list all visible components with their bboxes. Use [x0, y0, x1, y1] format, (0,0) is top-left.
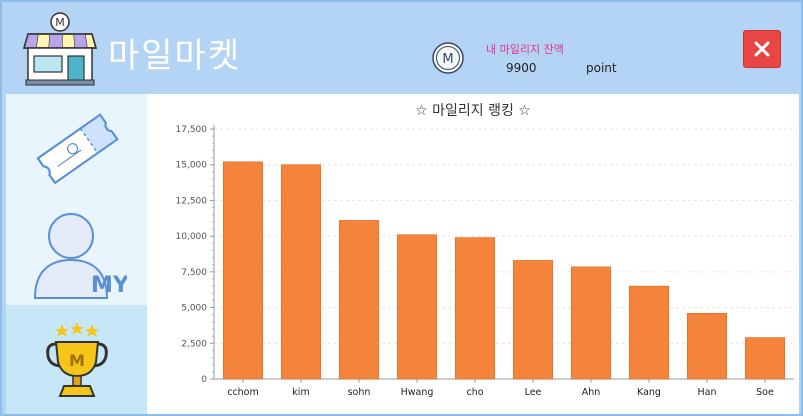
- x-tick-label: sohn: [348, 387, 371, 398]
- ranking-chart-panel: ☆ 마일리지 랭킹 ☆ 0 2,500 5,000 7,500 10,000 12,500…: [147, 94, 799, 414]
- x-tick-label: kim: [292, 387, 309, 398]
- x-tick-label: Ahn: [582, 387, 601, 398]
- x-tick-label: Soe: [756, 387, 774, 398]
- bar-Soe: [744, 337, 786, 380]
- mileage-coin-icon: M: [432, 42, 464, 74]
- ranking-bar-chart: 0 2,500 5,000 7,500 10,000 12,500 15,000 17,500…: [176, 125, 794, 398]
- y-tick-label: 12,500: [176, 196, 208, 206]
- y-tick-label: 15,000: [176, 161, 208, 171]
- ticket-icon: [35, 113, 119, 185]
- x-tick-label: Kang: [637, 387, 661, 398]
- y-tick-label: 7,500: [181, 268, 207, 278]
- svg-text:M: M: [55, 16, 65, 29]
- bar-Ahn: [570, 266, 612, 380]
- balance-label: 내 마일리지 잔액: [486, 43, 564, 56]
- my-user-icon: MY: [33, 212, 127, 299]
- sidebar-item-coupon[interactable]: [6, 94, 147, 202]
- x-tick-label: Hwang: [401, 387, 434, 398]
- bar-Hwang: [396, 234, 438, 380]
- balance-unit: point: [586, 61, 617, 75]
- close-button[interactable]: [743, 30, 781, 68]
- sidebar-item-ranking[interactable]: M: [6, 305, 147, 414]
- trophy-icon: M: [45, 321, 108, 397]
- bar-cho: [454, 237, 496, 380]
- store-logo-icon: M: [23, 12, 97, 86]
- close-icon: [754, 41, 770, 57]
- y-tick-label: 0: [201, 375, 207, 385]
- header: M 마일마켓 M 내 마일리지 잔액 9900 point: [2, 2, 801, 94]
- bar-Kang: [628, 285, 670, 380]
- app-title: 마일마켓: [108, 36, 242, 76]
- bar-Lee: [512, 260, 554, 380]
- sidebar-item-my[interactable]: MY: [6, 202, 147, 305]
- bar-Han: [686, 312, 728, 380]
- y-tick-label: 2,500: [181, 339, 207, 349]
- svg-text:M: M: [69, 351, 85, 370]
- y-tick-label: 5,000: [181, 304, 207, 314]
- bar-sohn: [338, 220, 380, 380]
- y-tick-label: 10,000: [176, 232, 208, 242]
- x-tick-label: Han: [698, 387, 717, 398]
- bar-cchom: [222, 161, 264, 380]
- svg-text:M: M: [442, 52, 453, 67]
- x-tick-label: cho: [466, 387, 483, 398]
- my-label: MY: [91, 273, 127, 298]
- bar-kim: [280, 164, 322, 380]
- x-tick-label: Lee: [525, 387, 542, 398]
- chart-title: ☆ 마일리지 랭킹 ☆: [415, 103, 531, 119]
- balance-value: 9900: [506, 61, 537, 75]
- y-tick-label: 17,500: [176, 125, 208, 135]
- x-tick-label: cchom: [227, 387, 259, 398]
- sidebar: MY M: [6, 94, 147, 414]
